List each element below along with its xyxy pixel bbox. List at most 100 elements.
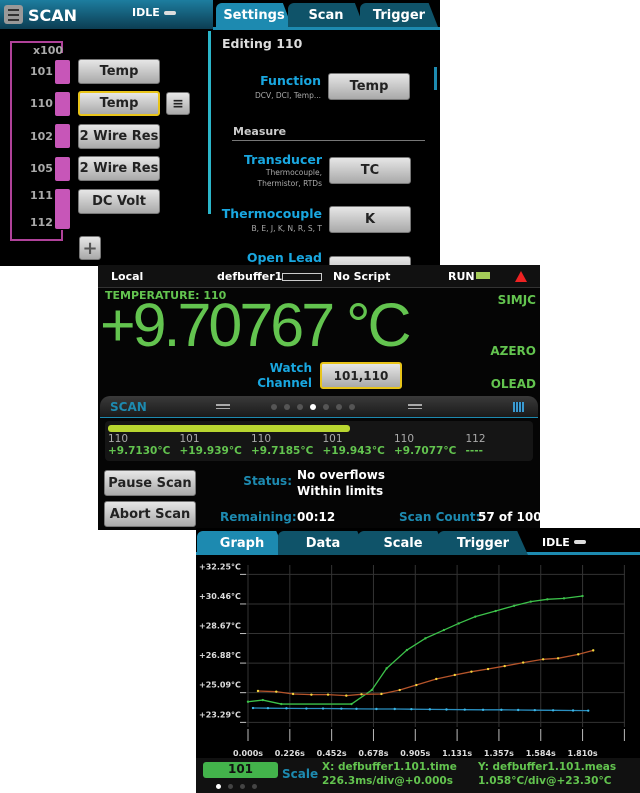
data-point: [405, 648, 409, 652]
mode-indicator[interactable]: Local: [111, 270, 144, 283]
data-point: [345, 694, 348, 697]
footer-page-dots[interactable]: [216, 784, 257, 789]
swipe-bar[interactable]: [100, 396, 538, 418]
data-point: [442, 628, 446, 632]
y-tick-label: +23.29°C: [199, 710, 241, 719]
main-reading: +9.70767 °C: [100, 291, 412, 359]
reading-value: +9.7185°C: [251, 445, 314, 457]
status-bar: [98, 265, 540, 288]
channel-label: 105: [30, 162, 53, 175]
data-point: [305, 707, 308, 710]
data-point: [457, 622, 460, 625]
tab-scan[interactable]: Scan: [288, 3, 364, 27]
data-point: [529, 600, 532, 603]
abort-scan-button[interactable]: Abort Scan: [104, 501, 196, 527]
y-tick-label: +28.67°C: [199, 622, 241, 631]
collapse-icon[interactable]: [408, 404, 422, 409]
remaining-value: 00:12: [297, 510, 336, 524]
data-point: [415, 683, 418, 687]
channel-function-button[interactable]: Temp: [78, 91, 160, 116]
tab-trigger[interactable]: Trigger: [360, 3, 438, 27]
swipe-page-dots[interactable]: [271, 404, 355, 410]
channel-handle[interactable]: [55, 189, 70, 229]
tab-trigger[interactable]: Trigger: [438, 531, 528, 555]
graph-icon[interactable]: [513, 402, 524, 412]
data-point: [380, 692, 383, 696]
data-point: [577, 653, 580, 656]
scan-count-value: 57 of 100: [478, 510, 540, 524]
channel-menu-button[interactable]: ≡: [166, 92, 190, 115]
reading-channel: 101: [322, 433, 343, 445]
page-dot[interactable]: [349, 404, 355, 410]
data-point: [385, 667, 388, 670]
scan-progress-bar: [108, 425, 350, 432]
tab-data[interactable]: Data: [278, 531, 368, 555]
channel-handle[interactable]: [55, 92, 70, 116]
channel-function-button[interactable]: 2 Wire Res: [78, 156, 160, 181]
status-label: Status:: [243, 474, 292, 488]
data-point: [445, 708, 448, 711]
data-point: [581, 594, 584, 598]
open-lead-button[interactable]: [329, 256, 411, 266]
tab-graph[interactable]: Graph: [197, 531, 287, 555]
y-tick-label: +25.09°C: [199, 681, 241, 690]
editing-title: Editing 110: [222, 36, 303, 51]
channel-function-button[interactable]: 2 Wire Res: [78, 124, 160, 149]
x-tick-label: 1.131s: [442, 749, 472, 757]
transducer-button[interactable]: TC: [329, 157, 411, 184]
series-line-2: [252, 707, 589, 712]
scale-label[interactable]: Scale: [282, 767, 319, 781]
page-dot[interactable]: [323, 404, 329, 410]
page-dot[interactable]: [271, 404, 277, 410]
page-dot[interactable]: [284, 404, 290, 410]
channel-handle[interactable]: [55, 124, 70, 148]
settings-scrollbar[interactable]: [434, 67, 437, 90]
data-point: [355, 707, 358, 711]
pause-scan-button[interactable]: Pause Scan: [104, 470, 196, 496]
data-point: [261, 698, 264, 702]
scan-header: [0, 0, 213, 29]
repeat-count: x100: [33, 44, 64, 57]
collapse-icon[interactable]: [216, 404, 230, 409]
data-point: [470, 670, 473, 673]
data-point: [463, 708, 466, 711]
warning-icon[interactable]: [515, 271, 527, 282]
x-tick-label: 1.357s: [484, 749, 514, 757]
data-point: [251, 706, 255, 710]
run-indicator[interactable]: RUN: [448, 270, 475, 283]
scan-screen: SCAN IDLE Settings Scan Trigger x100 101…: [0, 0, 440, 266]
watch-channel-button[interactable]: 101,110: [320, 362, 402, 389]
page-dot[interactable]: [336, 404, 342, 410]
page-dot[interactable]: [310, 404, 316, 410]
tab-settings[interactable]: Settings: [216, 3, 292, 27]
add-channel-button[interactable]: +: [79, 236, 101, 260]
page-dot[interactable]: [297, 404, 303, 410]
x-tick-label: 0.452s: [317, 749, 347, 757]
menu-icon[interactable]: [4, 5, 23, 24]
channel-function-button[interactable]: Temp: [78, 59, 160, 84]
y-tick-label: +30.46°C: [199, 592, 241, 601]
script-indicator[interactable]: No Script: [333, 270, 391, 283]
channel-select-button[interactable]: 101: [203, 762, 278, 778]
buffer-indicator[interactable]: defbuffer1: [217, 270, 283, 283]
status-line: Within limits: [297, 484, 384, 498]
thermocouple-button[interactable]: K: [329, 206, 411, 233]
scrollbar[interactable]: [208, 31, 211, 214]
graph-chart[interactable]: 0.000s 0.226s 0.452s 0.678s 0.905s 1.131s 1.35…: [196, 557, 640, 757]
thermocouple-hint: B, E, J, K, N, R, S, T: [251, 224, 322, 233]
channel-handle[interactable]: [55, 157, 70, 181]
reading-channel: 110: [394, 433, 415, 445]
data-point: [350, 702, 353, 706]
function-button[interactable]: Temp: [328, 73, 410, 100]
data-point: [291, 692, 295, 696]
channel-handle[interactable]: [55, 60, 70, 84]
channel-function-button[interactable]: DC Volt: [78, 189, 160, 214]
data-point: [587, 709, 590, 712]
y-tick-label: +26.88°C: [199, 651, 241, 660]
scan-bracket-right: [61, 41, 63, 53]
scan-bracket: [10, 41, 63, 241]
transducer-label: Transducer: [244, 152, 322, 167]
tab-scale[interactable]: Scale: [358, 531, 448, 555]
data-point: [546, 598, 549, 601]
screen-title: SCAN: [28, 6, 78, 25]
